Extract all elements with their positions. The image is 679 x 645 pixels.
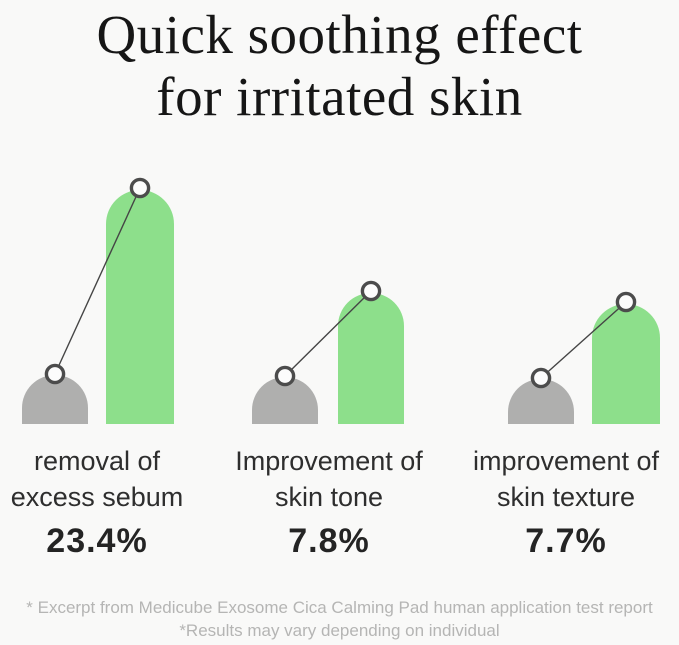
footnote-line1: * Excerpt from Medicube Exosome Cica Cal… (26, 598, 653, 617)
bar-after-0 (106, 190, 174, 424)
metric-skin-tone-name: Improvement of skin tone (235, 446, 423, 512)
page-title-line1: Quick soothing effect (96, 4, 583, 65)
bar-after-2 (592, 304, 660, 424)
page-title: Quick soothing effect for irritated skin (0, 0, 679, 128)
marker-after-icon (615, 291, 637, 313)
metric-labels: removal of excess sebum 23.4% Improvemen… (0, 443, 679, 573)
footnote: * Excerpt from Medicube Exosome Cica Cal… (0, 596, 679, 642)
bar-before-2 (508, 379, 574, 424)
metric-sebum-name: removal of excess sebum (10, 446, 184, 512)
connector-line-0 (54, 187, 141, 375)
connector-line-2 (540, 301, 627, 379)
marker-before-icon (530, 367, 552, 389)
bar-after-1 (338, 293, 404, 424)
connector-line-1 (284, 290, 372, 377)
page-title-line2: for irritated skin (156, 66, 523, 127)
marker-before-icon (274, 365, 296, 387)
metric-skin-texture: improvement of skin texture 7.7% (473, 443, 659, 561)
bar-before-0 (22, 375, 88, 424)
marker-before-icon (44, 363, 66, 385)
metric-sebum-value: 23.4% (46, 522, 148, 560)
metric-sebum: removal of excess sebum 23.4% (11, 443, 184, 561)
footnote-line2: *Results may vary depending on individua… (179, 621, 500, 640)
metric-skin-tone: Improvement of skin tone 7.8% (235, 443, 423, 561)
marker-after-icon (360, 280, 382, 302)
metric-skin-tone-value: 7.8% (288, 522, 370, 560)
metric-skin-texture-value: 7.7% (525, 522, 607, 560)
bar-before-1 (252, 377, 318, 424)
marker-after-icon (129, 177, 151, 199)
metric-skin-texture-name: improvement of skin texture (472, 446, 660, 512)
